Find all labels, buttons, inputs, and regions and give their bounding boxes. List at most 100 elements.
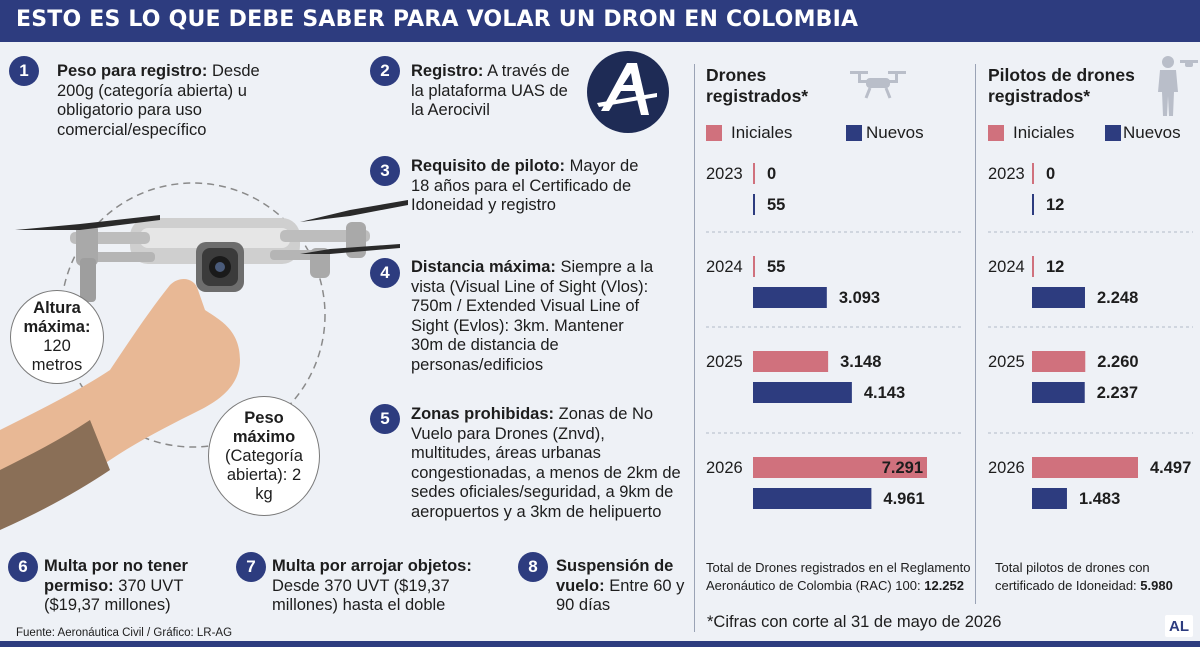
item-5-body: Zonas de No Vuelo para Drones (Znvd), mu… xyxy=(411,405,681,521)
year-label: 2026 xyxy=(706,459,743,477)
item-7-title: Multa por arrojar objetos: xyxy=(272,557,472,575)
peso-bubble: Peso máximo (Categoría abierta): 2 kg xyxy=(208,396,320,516)
data-label: 1.483 xyxy=(1079,490,1120,508)
year-label: 2024 xyxy=(706,258,743,276)
source-credit: Fuente: Aeronáutica Civil / Gráfico: LR-… xyxy=(16,627,233,639)
divider-left xyxy=(694,64,695,632)
bar-nuevos xyxy=(1032,382,1085,403)
drone-icon xyxy=(850,71,906,99)
pilot-icon xyxy=(1158,56,1198,116)
data-label: 0 xyxy=(1046,165,1055,183)
drone-icon-large xyxy=(0,182,408,530)
item-4-body: Siempre a la vista (Visual Line of Sight… xyxy=(411,258,654,374)
drones-total-text: Total de Drones registrados en el Reglam… xyxy=(706,560,971,593)
data-label: 12 xyxy=(1046,196,1064,214)
legend-iniciales-label-2: Iniciales xyxy=(1013,123,1075,142)
item-8-title: Suspensión de vuelo: xyxy=(556,557,674,595)
data-label: 3.093 xyxy=(839,289,880,307)
bar-iniciales xyxy=(753,457,927,478)
bar-iniciales xyxy=(753,163,755,184)
legend-nuevos-label-1: Nuevos xyxy=(866,123,924,142)
item-number-1: 1 xyxy=(9,56,39,86)
year-label: 2024 xyxy=(988,258,1025,276)
item-number-2: 2 xyxy=(370,56,400,86)
item-4-title: Distancia máxima: xyxy=(411,258,556,276)
item-number-8: 8 xyxy=(518,552,548,582)
data-label: 12 xyxy=(1046,258,1064,276)
bar-iniciales xyxy=(753,351,829,372)
item-4-text: Distancia máxima: Siempre a la vista (Vi… xyxy=(411,258,656,376)
year-label: 2026 xyxy=(988,459,1025,477)
bar-iniciales xyxy=(1032,351,1086,372)
item-1-title: Peso para registro: xyxy=(57,62,208,80)
year-label: 2023 xyxy=(706,165,743,183)
data-label: 2.237 xyxy=(1097,384,1138,402)
bar-iniciales xyxy=(1032,457,1138,478)
data-label: 55 xyxy=(767,196,785,214)
drones-chart-title: Drones registrados* xyxy=(706,65,809,106)
bar-nuevos xyxy=(753,488,872,509)
legend-nuevos-label-2: Nuevos xyxy=(1123,123,1181,142)
item-2-text: Registro: A través de la plataforma UAS … xyxy=(411,62,571,121)
brand-logo: AL xyxy=(1165,615,1193,637)
pilots-total-text: Total pilotos de drones con certificado … xyxy=(995,560,1150,593)
legend-iniciales-swatch-2 xyxy=(988,125,1004,141)
item-5-text: Zonas prohibidas: Zonas de No Vuelo para… xyxy=(411,405,681,523)
item-6-text: Multa por no tener permiso: 370 UVT ($19… xyxy=(44,557,234,616)
bar-nuevos xyxy=(753,194,755,215)
altura-bubble: Altura máxima: 120 metros xyxy=(10,290,104,384)
year-label: 2023 xyxy=(988,165,1025,183)
bottom-bar xyxy=(0,641,1200,647)
item-8-body: Entre 60 y 90 días xyxy=(556,576,685,615)
pilots-total-value: 5.980 xyxy=(1140,578,1173,593)
item-3-text: Requisito de piloto: Mayor de 18 años pa… xyxy=(411,157,651,216)
item-7-body: Desde 370 UVT ($19,37 millones) hasta el… xyxy=(272,576,450,615)
item-1-text: Peso para registro: Desde 200g (categorí… xyxy=(57,62,282,140)
divider-middle xyxy=(975,64,976,604)
bar-iniciales xyxy=(1032,163,1034,184)
drones-total-value: 12.252 xyxy=(924,578,964,593)
data-label: 4.961 xyxy=(883,490,924,508)
data-label: 0 xyxy=(767,165,776,183)
bar-nuevos xyxy=(1032,287,1085,308)
item-1-body: Desde 200g (categoría abierta) u obligat… xyxy=(57,62,260,139)
pilots-chart-title: Pilotos de drones registrados* xyxy=(988,65,1135,106)
bar-nuevos xyxy=(1032,194,1034,215)
legend-iniciales-label-1: Iniciales xyxy=(731,123,793,142)
page-title: ESTO ES LO QUE DEBE SABER PARA VOLAR UN … xyxy=(16,7,859,32)
bar-nuevos xyxy=(753,382,852,403)
footnote: *Cifras con corte al 31 de mayo de 2026 xyxy=(707,613,1002,631)
year-label: 2025 xyxy=(706,353,743,371)
data-label: 3.148 xyxy=(840,353,881,371)
item-7-text: Multa por arrojar objetos: Desde 370 UVT… xyxy=(272,557,497,616)
altura-title: Altura máxima: xyxy=(23,299,91,336)
data-label: 7.291 xyxy=(882,459,923,477)
item-number-4: 4 xyxy=(370,258,400,288)
data-label: 2.260 xyxy=(1097,353,1138,371)
aerocivil-logo-icon xyxy=(597,63,657,115)
peso-value: (Categoría abierta): 2 kg xyxy=(225,446,303,503)
item-3-body: Mayor de 18 años para el Certificado de … xyxy=(411,157,639,215)
item-number-5: 5 xyxy=(370,404,400,434)
item-8-text: Suspensión de vuelo: Entre 60 y 90 días xyxy=(556,557,686,616)
drones-total-note: Total de Drones registrados en el Reglam… xyxy=(706,559,971,595)
item-number-7: 7 xyxy=(236,552,266,582)
drone-illustration xyxy=(0,170,420,550)
bar-nuevos xyxy=(753,287,827,308)
item-6-title: Multa por no tener permiso: xyxy=(44,557,188,595)
legend-nuevos-swatch-1 xyxy=(846,125,862,141)
legend-nuevos-swatch-2 xyxy=(1105,125,1121,141)
data-label: 4.497 xyxy=(1150,459,1191,477)
pilots-total-note: Total pilotos de drones con certificado … xyxy=(995,559,1200,595)
bar-nuevos xyxy=(1032,488,1067,509)
header-bar: ESTO ES LO QUE DEBE SABER PARA VOLAR UN … xyxy=(0,0,1200,42)
aerocivil-logo xyxy=(587,51,669,133)
item-2-body: A través de la plataforma UAS de la Aero… xyxy=(411,62,570,120)
legend-iniciales-swatch-1 xyxy=(706,125,722,141)
data-label: 4.143 xyxy=(864,384,905,402)
data-label: 2.248 xyxy=(1097,289,1138,307)
item-6-body: 370 UVT ($19,37 millones) xyxy=(44,576,184,615)
peso-title: Peso máximo xyxy=(232,408,296,446)
item-5-title: Zonas prohibidas: xyxy=(411,405,555,423)
